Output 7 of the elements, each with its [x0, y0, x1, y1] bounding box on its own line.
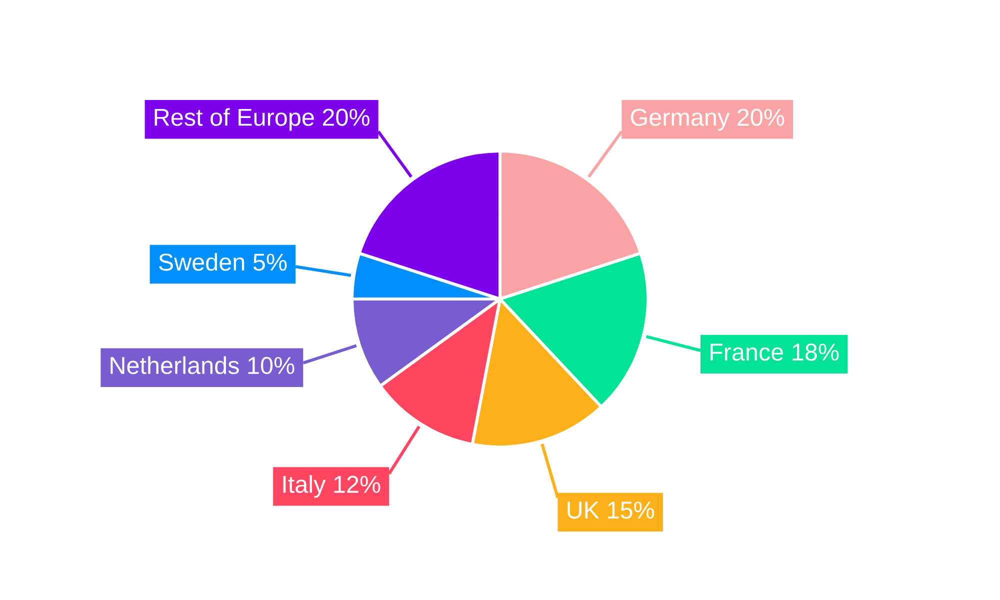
slice-label: Sweden 5%	[158, 252, 287, 271]
slice-label: Italy 12%	[283, 475, 380, 498]
slice-label: Rest of Europe 20%	[154, 108, 370, 131]
slice-label: France 18%	[710, 344, 839, 361]
slice-label: Netherlands 10%	[110, 356, 294, 374]
slice-label: Germany 20%	[630, 108, 784, 131]
slice-label: UK 15%	[568, 502, 654, 519]
